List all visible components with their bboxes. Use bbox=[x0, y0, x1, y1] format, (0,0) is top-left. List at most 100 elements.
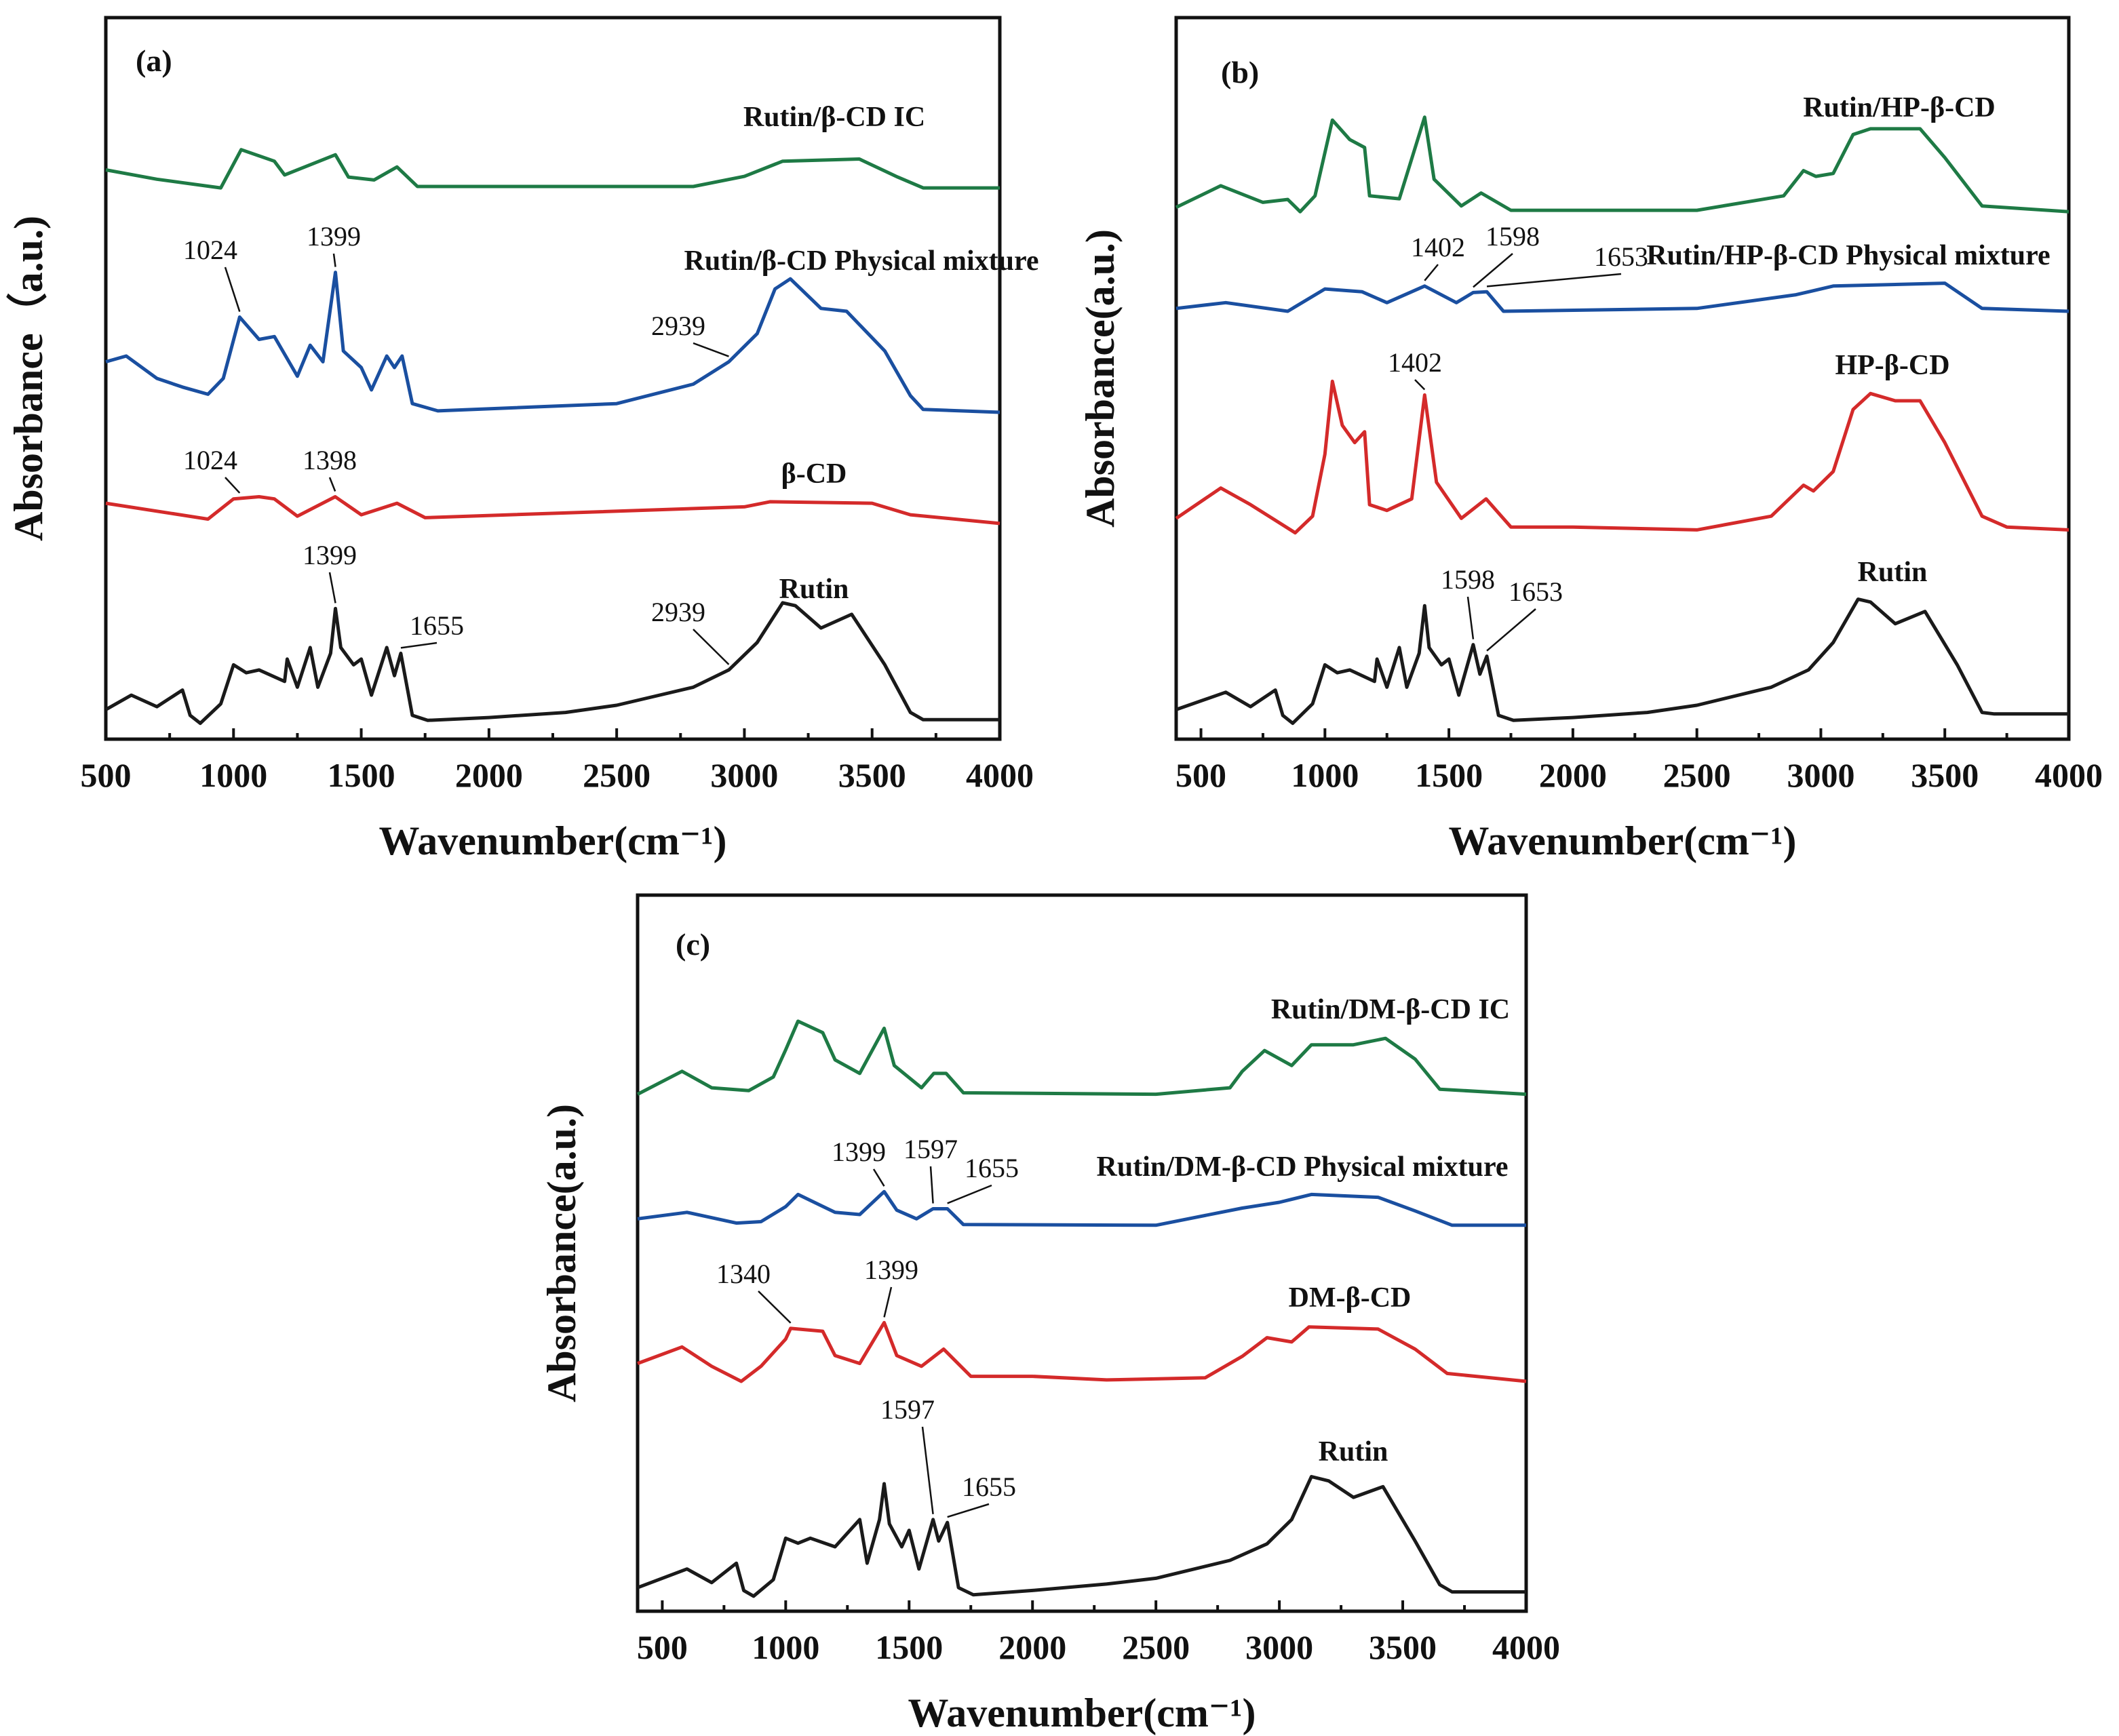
peak-annotation: 1340 bbox=[716, 1259, 771, 1289]
annotation-leader bbox=[758, 1290, 792, 1324]
series-line-0 bbox=[1175, 115, 2069, 214]
x-axis-title: Wavenumber(cm⁻¹) bbox=[1449, 818, 1797, 863]
annotation-leader bbox=[947, 1184, 992, 1204]
series-line-1 bbox=[637, 1189, 1526, 1227]
panel-label: (c) bbox=[676, 927, 710, 962]
x-axis-title: Wavenumber(cm⁻¹) bbox=[379, 818, 727, 863]
x-tick-label: 2000 bbox=[455, 756, 523, 794]
series-label: Rutin/DM-β-CD IC bbox=[1271, 994, 1510, 1025]
x-tick-label: 500 bbox=[1175, 756, 1226, 794]
annotation-leader bbox=[929, 1166, 934, 1204]
peak-annotation: 1024 bbox=[183, 445, 237, 475]
panel-label: (a) bbox=[136, 43, 172, 78]
series-line-3 bbox=[1175, 597, 2069, 726]
plot-frame bbox=[1174, 16, 2071, 741]
x-tick-label: 3500 bbox=[838, 756, 906, 794]
series-label: DM-β-CD bbox=[1289, 1282, 1412, 1314]
annotation-leader bbox=[328, 572, 336, 604]
peak-annotation: 1024 bbox=[183, 235, 237, 265]
peak-annotation: 1597 bbox=[880, 1394, 935, 1425]
peak-annotation: 1598 bbox=[1441, 564, 1495, 595]
series-label: Rutin/DM-β-CD Physical mixture bbox=[1097, 1151, 1509, 1183]
series-label: Rutin bbox=[1319, 1436, 1388, 1467]
x-tick-label: 4000 bbox=[966, 756, 1034, 794]
annotation-leader bbox=[1414, 379, 1426, 391]
x-tick-label: 1000 bbox=[752, 1628, 819, 1666]
peak-annotation: 1598 bbox=[1485, 221, 1540, 252]
x-tick-label: 1500 bbox=[328, 756, 395, 794]
series-line-2 bbox=[1175, 379, 2069, 535]
peak-annotation: 2939 bbox=[651, 311, 705, 341]
x-tick-label: 1500 bbox=[875, 1628, 943, 1666]
peak-annotation: 1655 bbox=[962, 1472, 1016, 1502]
series-label: HP-β-CD bbox=[1835, 350, 1949, 381]
annotation-leader bbox=[332, 253, 336, 267]
series-line-0 bbox=[636, 1019, 1527, 1097]
y-axis-title: Absorbance（a.u.) bbox=[5, 216, 51, 541]
series-label: Rutin/β-CD IC bbox=[743, 102, 925, 133]
annotation-leader bbox=[883, 1286, 893, 1318]
series-line-1 bbox=[105, 271, 1000, 414]
peak-annotation: 1655 bbox=[410, 610, 464, 641]
peak-annotation: 1597 bbox=[903, 1134, 958, 1164]
annotation-leader bbox=[1424, 264, 1439, 281]
x-tick-label: 2500 bbox=[583, 756, 650, 794]
series-line-3 bbox=[637, 1475, 1526, 1598]
peak-annotation: 1402 bbox=[1411, 232, 1465, 262]
annotation-leader bbox=[328, 477, 336, 492]
series-line-3 bbox=[104, 601, 1000, 726]
panel-label: (b) bbox=[1221, 55, 1259, 90]
peak-annotation: 1399 bbox=[303, 540, 357, 570]
panel-b: 500 1000 1500 2000 2500 3000 3500 4000 Wavenumbe… bbox=[1078, 16, 2103, 863]
x-tick-label: 1500 bbox=[1415, 756, 1483, 794]
x-tick-label: 3000 bbox=[710, 756, 778, 794]
x-axis-title: Wavenumber(cm⁻¹) bbox=[908, 1691, 1256, 1735]
x-tick-label: 500 bbox=[81, 756, 132, 794]
x-tick-label: 3000 bbox=[1787, 756, 1854, 794]
x-tick-label: 3500 bbox=[1911, 756, 1979, 794]
series-label: Rutin/HP-β-CD Physical mixture bbox=[1646, 240, 2050, 271]
x-tick-label: 500 bbox=[637, 1628, 688, 1666]
x-tick-label: 2500 bbox=[1663, 756, 1731, 794]
annotation-leader bbox=[1486, 273, 1622, 288]
annotation-leader bbox=[224, 267, 241, 312]
x-tick-label: 1000 bbox=[1291, 756, 1359, 794]
series-line-2 bbox=[637, 1320, 1527, 1383]
series-line-1 bbox=[1175, 281, 2069, 313]
x-tick-label: 2500 bbox=[1122, 1628, 1190, 1666]
peak-annotation: 1399 bbox=[864, 1255, 918, 1285]
series-label: Rutin bbox=[779, 574, 849, 605]
series-line-2 bbox=[105, 495, 1000, 526]
series-line-0 bbox=[105, 148, 1000, 190]
annotation-leader bbox=[225, 477, 241, 494]
x-tick-label: 3000 bbox=[1245, 1628, 1313, 1666]
x-tick-label: 2000 bbox=[1539, 756, 1607, 794]
annotation-leader bbox=[1486, 608, 1536, 652]
peak-annotation: 1653 bbox=[1509, 576, 1563, 607]
series-label: β-CD bbox=[781, 458, 847, 490]
panel-a: 500 1000 1500 2000 2500 3000 3500 4000 Wavenumbe… bbox=[5, 16, 1039, 863]
panel-c: 500 1000 1500 2000 2500 3000 3500 4000 Wavenumbe… bbox=[539, 893, 1560, 1735]
annotation-leader bbox=[693, 342, 729, 357]
series-label: Rutin/HP-β-CD bbox=[1803, 92, 1995, 123]
annotation-leader bbox=[1466, 596, 1475, 639]
peak-annotation: 1399 bbox=[832, 1137, 886, 1167]
peak-annotation: 1398 bbox=[303, 445, 357, 475]
x-tick-label: 4000 bbox=[2035, 756, 2103, 794]
annotation-leader bbox=[921, 1426, 934, 1514]
peak-annotation: 1655 bbox=[965, 1153, 1019, 1183]
annotation-leader bbox=[872, 1168, 885, 1187]
y-axis-title: Absorbance(a.u.) bbox=[539, 1104, 584, 1402]
y-axis-title: Absorbance(a.u.) bbox=[1078, 229, 1123, 528]
peak-annotation: 2939 bbox=[651, 597, 705, 627]
annotation-leader bbox=[1473, 253, 1513, 288]
series-label: Rutin bbox=[1858, 557, 1928, 588]
annotation-leader bbox=[693, 629, 730, 665]
peak-annotation: 1653 bbox=[1594, 241, 1648, 272]
series-label: Rutin/β-CD Physical mixture bbox=[684, 245, 1038, 277]
peak-annotation: 1402 bbox=[1388, 347, 1442, 378]
x-tick-label: 3500 bbox=[1369, 1628, 1437, 1666]
plot-frame bbox=[636, 893, 1528, 1613]
x-tick-label: 1000 bbox=[199, 756, 267, 794]
